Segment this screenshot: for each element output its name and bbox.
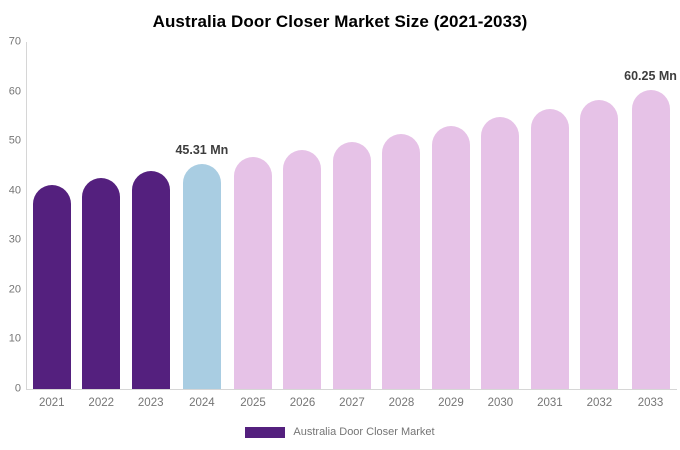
bar-2030	[481, 117, 520, 389]
x-axis-tick-label: 2032	[586, 397, 613, 409]
bar-2026	[283, 149, 322, 389]
chart-title: Australia Door Closer Market Size (2021-…	[152, 12, 528, 31]
plot-area: 0 10 20 30 40 50 60 70 2021 2022 2023 45.31 Mn 2024…	[9, 36, 677, 409]
bar-2031	[530, 108, 569, 389]
bars-container: 2021 2022 2023 45.31 Mn 2024 2025 2026 2027 2028…	[27, 42, 677, 409]
bar-slot: 2032	[575, 42, 624, 409]
bar-2032	[580, 99, 619, 389]
y-axis-tick-label: 10	[8, 332, 21, 345]
bar-2024	[182, 164, 221, 389]
bar-slot: 2026	[278, 42, 327, 409]
bar-slot: 2030	[476, 42, 525, 409]
bar-2033	[631, 90, 670, 389]
x-axis-tick-label: 2030	[487, 397, 514, 409]
bar-slot: 2021	[27, 42, 76, 409]
bar-slot: 2031	[525, 42, 574, 409]
x-axis-tick-label: 2028	[388, 397, 415, 409]
bar-2029	[431, 125, 470, 389]
x-axis-tick-label: 2022	[88, 397, 115, 409]
y-axis-tick-label: 30	[8, 233, 21, 246]
bar-value-label: 45.31 Mn	[175, 143, 229, 158]
bar-slot: 2025	[228, 42, 277, 409]
bar-slot: 2029	[426, 42, 475, 409]
bar-2021	[32, 184, 71, 389]
bar-2022	[82, 178, 121, 389]
y-axis-tick-label: 70	[8, 35, 21, 48]
legend: Australia Door Closer Market	[0, 426, 680, 438]
y-axis-tick-label: 50	[8, 134, 21, 147]
bar-slot: 45.31 Mn 2024	[175, 42, 229, 409]
bar-2027	[332, 142, 371, 389]
y-axis: 0 10 20 30 40 50 60 70	[9, 36, 677, 394]
bar-slot: 60.25 Mn 2033	[624, 42, 677, 409]
x-axis-tick-label: 2023	[137, 397, 164, 409]
x-axis-tick-label: 2021	[38, 397, 65, 409]
bar-2025	[234, 157, 272, 389]
bar-slot: 2028	[377, 42, 426, 409]
x-axis-tick-label: 2026	[289, 397, 316, 409]
y-axis-tick-label: 0	[14, 382, 21, 395]
x-axis-tick-label: 2024	[189, 397, 215, 409]
bar-2023	[131, 171, 170, 389]
x-axis-tick-label: 2025	[240, 397, 266, 409]
y-axis-tick-label: 60	[8, 85, 21, 98]
x-axis-tick-label: 2031	[537, 397, 563, 409]
x-axis-tick-label: 2033	[637, 397, 664, 409]
bar-2028	[382, 134, 421, 389]
x-axis-tick-label: 2029	[438, 397, 464, 409]
y-axis-tick-label: 20	[8, 283, 21, 296]
x-axis-tick-label: 2027	[339, 397, 365, 409]
bar-value-label: 60.25 Mn	[624, 69, 677, 84]
legend-label: Australia Door Closer Market	[293, 426, 435, 438]
bar-slot: 2022	[76, 42, 125, 409]
y-axis-tick-label: 40	[8, 184, 21, 197]
legend-swatch	[245, 426, 286, 438]
bar-slot: 2023	[126, 42, 175, 409]
bar-slot: 2027	[327, 42, 376, 409]
